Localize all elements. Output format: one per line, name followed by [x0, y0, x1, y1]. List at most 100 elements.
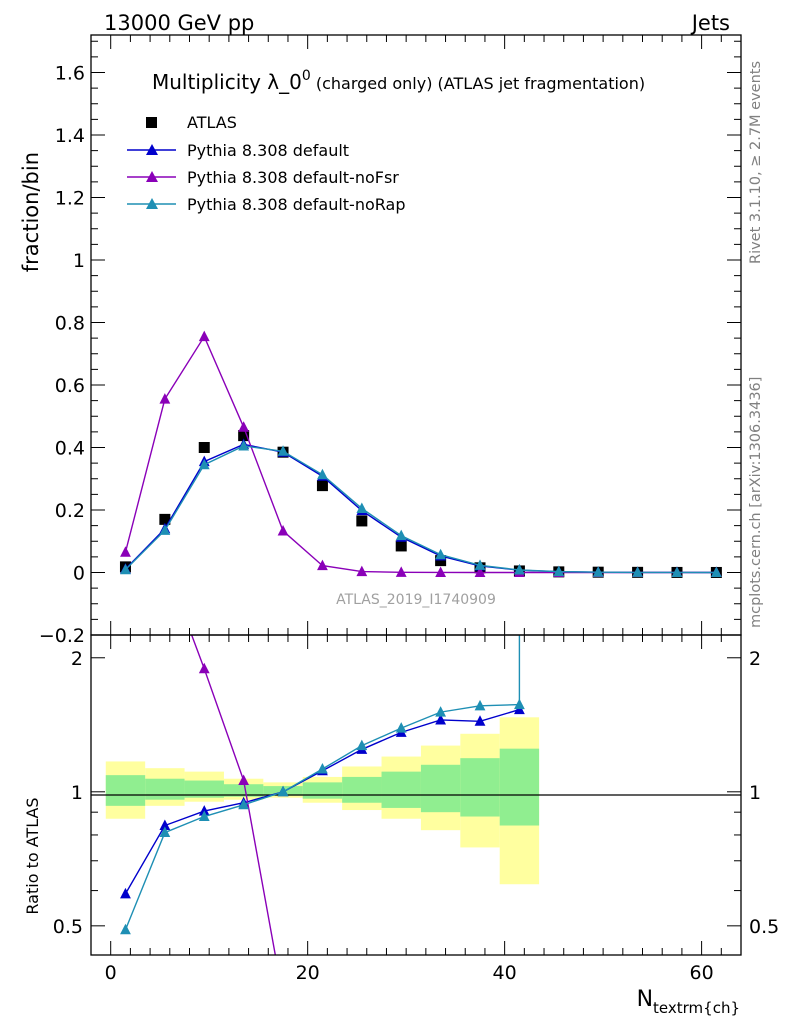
title-main: Multiplicity λ_0 [152, 70, 302, 94]
ratio-y-tick-label-right: 1 [749, 782, 761, 804]
y-tick-label: 1 [73, 250, 85, 272]
ratio-panel-frame [90, 634, 742, 956]
stat-uncertainty-band [420, 764, 461, 813]
ratio-series-2-point [198, 810, 210, 822]
analysis-tag: ATLAS_2019_I1740909 [336, 592, 496, 608]
atlas-data-point [356, 515, 368, 527]
series-3-point [435, 548, 447, 560]
ratio-y-tick-label: 2 [71, 648, 83, 670]
series-2-point [238, 421, 250, 432]
legend-label-atlas: ATLAS [187, 113, 237, 132]
y-axis-label: fraction/bin [19, 152, 43, 272]
ratio-series-2-point [435, 706, 447, 717]
atlas-data-point [316, 480, 328, 492]
stat-uncertainty-band [223, 784, 264, 797]
ratio-series-0-point [435, 713, 447, 725]
series-2-line [124, 335, 717, 574]
series-3-point [553, 565, 565, 577]
series-3-point [238, 439, 250, 451]
series-2-point [198, 330, 210, 342]
energy-label: 13000 GeV pp [104, 11, 254, 35]
ratio-y-tick-label: 0.5 [53, 916, 83, 938]
ratio-series-1-point [198, 662, 210, 674]
series-3-point [159, 524, 171, 535]
legend-marker-default [146, 144, 158, 155]
stat-uncertainty-band [499, 748, 540, 826]
series-3-point [632, 566, 643, 577]
x-tick-label: 20 [296, 962, 320, 984]
y-tick-label: 1.2 [55, 188, 85, 210]
series-3-point [120, 563, 131, 575]
series-2-point [474, 566, 486, 577]
ratio-series-2-point [277, 785, 289, 797]
y-tick-label: −0.2 [39, 625, 85, 647]
stat-uncertainty-band [460, 758, 500, 817]
x-axis-label-sub: textrm{ch} [653, 999, 740, 1017]
mcplots-label: mcplots.cern.ch [arXiv:1306.3436] [748, 377, 764, 628]
legend-label-norap: Pythia 8.308 default-noRap [187, 195, 405, 214]
ratio-y-axis-label: Ratio to ATLAS [23, 797, 42, 914]
y-tick-label: 0.8 [55, 313, 85, 335]
y-tick-label: 1.4 [55, 125, 85, 147]
series-3-line [124, 445, 717, 574]
ratio-series-2-point [120, 923, 131, 935]
title-superscript: 0 [302, 68, 311, 84]
ratio-series-1-point [159, 557, 170, 568]
axes-layer: −0.200.20.40.60.811.21.41.60 20 40 600.5 0.5… [39, 35, 779, 984]
series-2-point [159, 393, 171, 404]
ratio-uncertainty-bands [105, 717, 540, 885]
stat-uncertainty-band [105, 775, 146, 806]
y-tick-label: 0 [73, 563, 85, 585]
title-rest: (charged only) (ATLAS jet fragmentation) [311, 74, 645, 93]
series-3-point [592, 566, 604, 577]
legend-marker-atlas [146, 117, 157, 128]
chart-title: Multiplicity λ_00 (charged only) (ATLAS … [152, 68, 645, 94]
series-1-line [124, 443, 717, 574]
y-tick-label: 0.4 [55, 438, 85, 460]
series-2-point [395, 566, 407, 577]
y-tick-label: 0.6 [55, 375, 85, 397]
series-3-point [395, 529, 407, 541]
series-3-point [317, 468, 328, 480]
x-tick-label: 40 [493, 962, 517, 984]
ratio-series-2-point [238, 798, 250, 810]
series-2-point [120, 546, 131, 557]
series-2-point [356, 565, 368, 577]
ratio-series-0-point [120, 887, 131, 899]
stat-uncertainty-band [342, 776, 382, 803]
series-3-point [277, 445, 289, 456]
x-axis-label-main: N [637, 987, 653, 1012]
series-3-point [514, 564, 525, 575]
stat-uncertainty-band [145, 778, 185, 800]
stat-uncertainty-band [381, 771, 421, 808]
legend-label-nofsr: Pythia 8.308 default-noFsr [187, 168, 399, 187]
rivet-label: Rivet 3.1.10, ≥ 2.7M events [748, 61, 764, 264]
legend-entry-default: Pythia 8.308 default [127, 141, 349, 160]
ratio-series-2-point [317, 763, 328, 774]
ratio-series-0-point [198, 805, 210, 816]
series-3-point [474, 559, 486, 570]
legend-marker-norap [146, 198, 158, 209]
ratio-series-1-point [278, 992, 289, 1003]
series-3-point [356, 502, 368, 513]
legend: ATLAS Pythia 8.308 default Pythia 8.308 … [127, 113, 405, 214]
legend-entry-nofsr: Pythia 8.308 default-noFsr [127, 168, 399, 187]
legend-marker-nofsr [146, 171, 158, 182]
series-3-point [671, 566, 683, 577]
atlas-data-point [238, 430, 250, 442]
x-axis-label: Ntextrm{ch} [637, 987, 740, 1017]
ratio-series-2-point [356, 739, 368, 751]
legend-entry-norap: Pythia 8.308 default-noRap [127, 195, 405, 214]
ratio-series-layer [120, 557, 525, 1003]
y-tick-label: 1.6 [55, 63, 85, 85]
series-2-point [277, 524, 289, 536]
x-tick-label: 60 [690, 962, 714, 984]
ratio-series-0-point [159, 819, 171, 831]
main-series-layer [119, 330, 722, 578]
stat-uncertainty-band [184, 780, 224, 798]
atlas-data-point [198, 442, 210, 453]
ratio-series-1-point [238, 774, 250, 786]
ratio-y-tick-label-right: 2 [749, 648, 761, 670]
y-tick-label: 0.2 [55, 500, 85, 522]
